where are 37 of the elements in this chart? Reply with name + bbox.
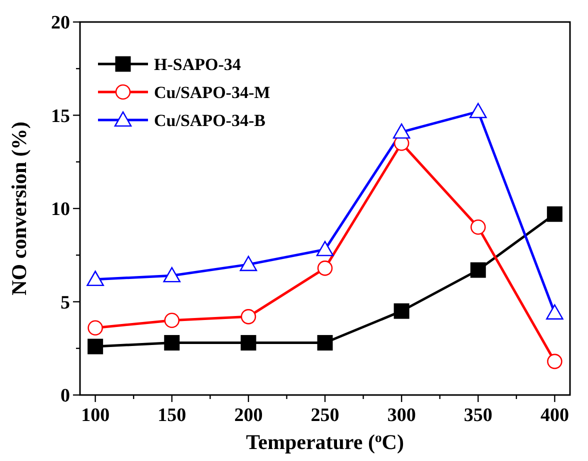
x-tick-label: 400 xyxy=(540,405,569,426)
legend-label: Cu/SAPO-34-B xyxy=(154,110,266,130)
x-tick-label: 300 xyxy=(387,405,416,426)
point xyxy=(394,303,410,319)
point xyxy=(163,266,181,282)
x-tick-label: 150 xyxy=(158,405,186,426)
point xyxy=(470,262,486,278)
legend-label: Cu/SAPO-34-M xyxy=(154,82,270,102)
x-tick-label: 250 xyxy=(310,405,340,426)
x-axis-title: Temperature ($^{o}$C) xyxy=(246,430,404,454)
y-tick-label: 10 xyxy=(51,199,70,220)
point xyxy=(240,335,256,351)
point xyxy=(240,309,256,324)
point xyxy=(470,220,486,235)
point xyxy=(316,240,334,256)
point xyxy=(240,256,258,272)
point xyxy=(392,123,410,139)
point xyxy=(86,270,104,286)
point xyxy=(547,354,562,370)
y-tick-label: 15 xyxy=(51,106,70,127)
x-tick-label: 350 xyxy=(464,405,492,426)
y-tick-label: 0 xyxy=(60,386,70,407)
y-axis-title: NO conversion (%) xyxy=(7,122,31,296)
point xyxy=(317,335,333,351)
point xyxy=(469,102,487,118)
point xyxy=(88,338,104,354)
y-tick-label: 20 xyxy=(51,12,70,34)
x-tick-label: 200 xyxy=(234,405,263,426)
point xyxy=(88,320,103,336)
point xyxy=(317,260,333,276)
point xyxy=(164,312,180,328)
y-tick-label: 5 xyxy=(60,292,70,314)
legend-label: H-SAPO-34 xyxy=(154,54,242,74)
point xyxy=(546,304,564,320)
x-tick-label: 100 xyxy=(81,405,110,426)
point xyxy=(164,335,180,351)
point xyxy=(546,206,562,222)
